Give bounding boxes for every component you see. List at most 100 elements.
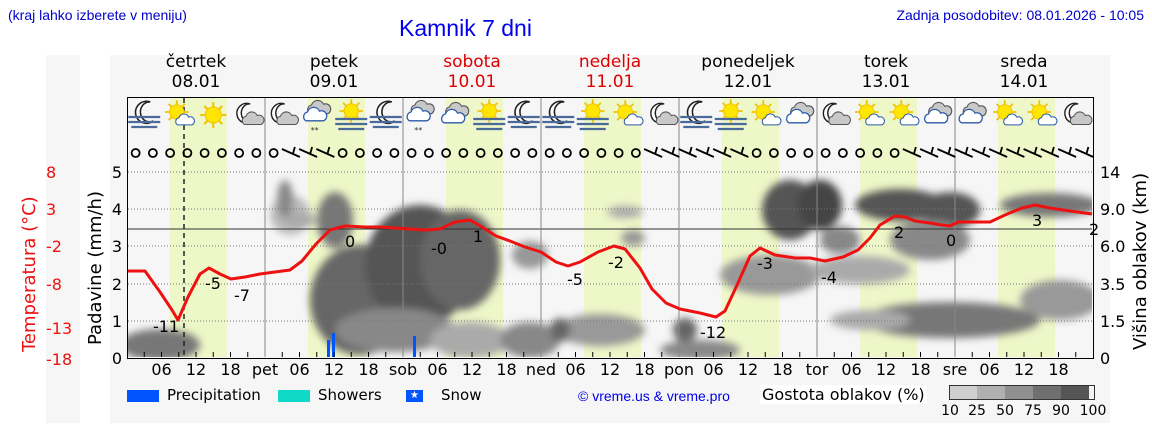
svg-text:1: 1	[112, 312, 122, 331]
calm-wind-icon	[147, 148, 158, 158]
calm-wind-icon	[268, 148, 279, 158]
x-tick-label: 12	[462, 360, 482, 379]
svg-text:8: 8	[46, 163, 56, 182]
calm-wind-icon	[475, 148, 486, 158]
copyright-link[interactable]: © vreme.us & vreme.pro	[578, 388, 730, 404]
calm-wind-icon	[872, 148, 883, 158]
day-label: torek 13.01	[861, 52, 911, 92]
calm-wind-icon	[372, 148, 383, 158]
calm-wind-icon	[130, 148, 141, 158]
wind-barb-icon	[1075, 146, 1094, 158]
x-tick-labels: 06 12 18 pet 06 12 18 sob 06 12 18 ned 06 12 18 pon 06 12…	[151, 360, 1068, 379]
svg-text:5: 5	[112, 163, 122, 182]
wind-barb-icon	[1040, 146, 1060, 158]
calm-wind-icon	[768, 148, 779, 158]
svg-text:3: 3	[112, 237, 122, 256]
x-tick-label: pon	[664, 360, 694, 379]
svg-text:100: 100	[1080, 403, 1107, 419]
svg-text:-11: -11	[153, 317, 179, 336]
temperature-line	[128, 203, 1093, 322]
x-tick-label: 18	[634, 360, 654, 379]
cloud-icon	[958, 101, 987, 124]
wind-barb-icon	[954, 146, 973, 158]
calm-wind-icon	[389, 148, 400, 158]
wind-barb-icon	[937, 146, 956, 158]
x-tick-label: 18	[358, 360, 378, 379]
day-label: sreda 14.01	[999, 52, 1049, 92]
moon-cloud-icon	[650, 102, 679, 126]
day-label: nedelja 11.01	[578, 52, 642, 92]
calm-wind-icon	[354, 148, 365, 158]
calm-wind-icon	[630, 148, 641, 158]
cloud-density-title: Gostota oblakov (%)	[760, 385, 927, 404]
svg-text:25: 25	[968, 403, 986, 419]
x-tick-label: 12	[1014, 360, 1034, 379]
svg-text:3: 3	[46, 200, 56, 219]
x-tick-label: 18	[496, 360, 516, 379]
calm-wind-icon	[510, 148, 521, 158]
svg-text:-3: -3	[757, 254, 773, 273]
x-tick-label: 18	[220, 360, 240, 379]
svg-text:-4: -4	[821, 268, 837, 287]
calm-wind-icon	[820, 148, 831, 158]
wind-barb-icon	[298, 146, 318, 158]
x-tick-label: sre	[943, 360, 967, 379]
calm-wind-icon	[234, 148, 245, 158]
svg-text:0: 0	[345, 232, 355, 251]
svg-text:1: 1	[473, 227, 483, 246]
x-tick-label: 06	[841, 360, 861, 379]
x-tick-label: 18	[772, 360, 792, 379]
x-tick-label: 12	[600, 360, 620, 379]
calm-wind-icon	[216, 148, 227, 158]
calm-wind-icon	[855, 148, 866, 158]
svg-text:-8: -8	[46, 275, 62, 294]
wind-barb-icon	[1006, 146, 1025, 158]
svg-text:3: 3	[1032, 211, 1042, 230]
last-update: Zadnja posodobitev: 08.01.2026 - 10:05	[896, 7, 1144, 23]
wind-barb-icon	[971, 146, 991, 158]
day-label: ponedeljek 12.01	[701, 52, 795, 92]
moon-cloud-icon	[1064, 102, 1093, 126]
svg-text:0: 0	[946, 231, 956, 250]
calm-wind-icon	[423, 148, 434, 158]
moon-fog-icon	[127, 100, 162, 129]
calm-wind-icon	[786, 148, 797, 158]
x-tick-label: sob	[389, 360, 417, 379]
svg-text:**: **	[311, 126, 319, 135]
temperature-labels: -11 -5 -7 0 -0 1 -5 -2 -12 -3 -4 2 0 3 2	[153, 211, 1099, 342]
x-tick-label: ned	[526, 360, 556, 379]
x-tick-label: 18	[910, 360, 930, 379]
wind-barb-icon	[919, 146, 939, 158]
calm-wind-icon	[337, 148, 348, 158]
x-tick-label: 12	[738, 360, 758, 379]
moon-cloud-icon	[822, 102, 852, 126]
moon-cloud-icon	[236, 102, 265, 126]
svg-text:-5: -5	[205, 274, 221, 293]
x-tick-label: 06	[427, 360, 447, 379]
calm-wind-icon	[492, 148, 503, 158]
calm-wind-icon	[182, 148, 193, 158]
snow-star-icon: ★	[406, 389, 423, 402]
svg-text:-2: -2	[46, 237, 62, 256]
cloud-snow-icon: **	[303, 99, 332, 135]
calm-wind-icon	[527, 148, 538, 158]
calm-wind-icon	[889, 148, 900, 158]
svg-text:6.0: 6.0	[1100, 237, 1125, 256]
calm-wind-icon	[199, 148, 210, 158]
region-hint[interactable]: (kraj lahko izberete v meniju)	[8, 7, 187, 23]
weather-icons: ** **	[127, 98, 1093, 135]
calm-wind-icon	[613, 148, 624, 158]
svg-text:50: 50	[996, 403, 1014, 419]
day-label: sobota 10.01	[443, 52, 501, 92]
legend-precipitation: Precipitation	[127, 386, 261, 404]
moon-cloud-icon	[270, 102, 300, 126]
x-tick-label: tor	[806, 360, 829, 379]
svg-text:-12: -12	[700, 323, 726, 342]
showers-swatch	[278, 389, 310, 402]
x-tick-label: 06	[151, 360, 171, 379]
cloud-density-legend: 10 25 50 75 90 100	[941, 385, 1106, 419]
calm-wind-icon	[561, 148, 572, 158]
cloud-icon	[441, 101, 470, 124]
wind-barb-icon	[988, 146, 1008, 158]
